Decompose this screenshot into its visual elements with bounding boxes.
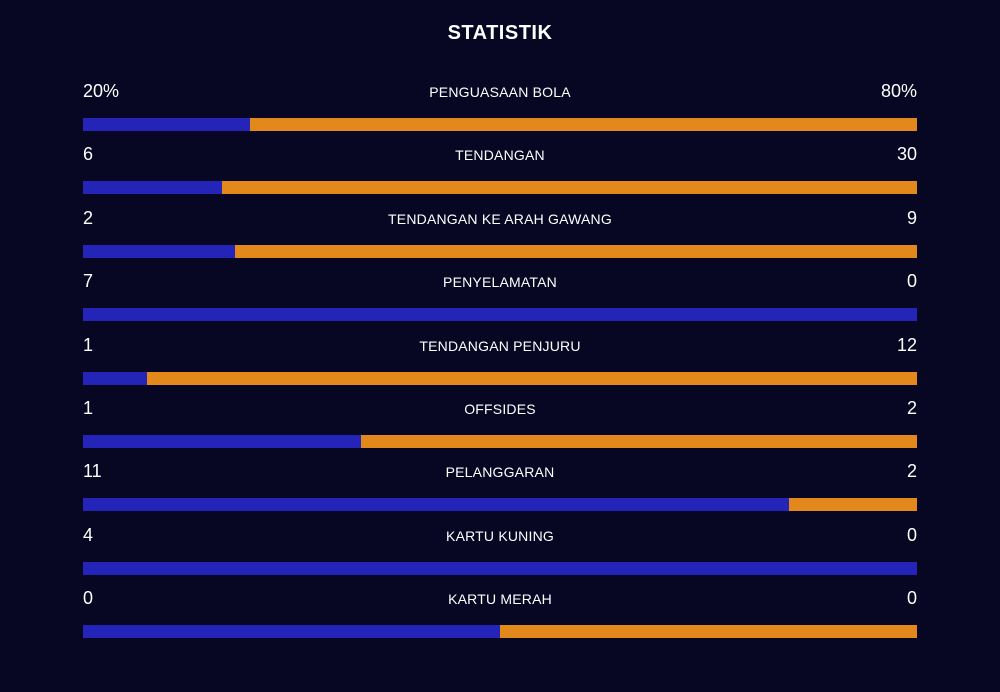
away-value: 80% — [880, 81, 917, 101]
stat-label: TENDANGAN PENJURU — [419, 337, 581, 354]
stat-header: 0 KARTU MERAH 0 — [83, 585, 917, 617]
home-bar-fill — [83, 308, 917, 322]
stat-row-red-cards: 0 KARTU MERAH 0 — [83, 585, 917, 648]
home-value: 2 — [83, 207, 94, 228]
stat-row-shots: 6 TENDANGAN 30 — [83, 141, 917, 204]
stat-row-ball-possession: 20% PENGUASAAN BOLA 80% — [83, 78, 917, 141]
away-bar-fill — [360, 434, 917, 448]
stat-row-saves: 7 PENYELAMATAN 0 — [83, 268, 917, 331]
away-value: 9 — [906, 207, 917, 228]
stat-header: 2 TENDANGAN KE ARAH GAWANG 9 — [83, 205, 917, 237]
away-value: 2 — [906, 461, 917, 482]
home-value: 4 — [83, 524, 94, 545]
stat-header: 7 PENYELAMATAN 0 — [83, 268, 917, 300]
home-value: 0 — [83, 588, 94, 609]
comparison-bar — [83, 308, 917, 322]
away-value: 2 — [906, 397, 917, 418]
stat-header: 20% PENGUASAAN BOLA 80% — [83, 78, 917, 110]
stat-header: 1 TENDANGAN PENJURU 12 — [83, 332, 917, 364]
stat-label: OFFSIDES — [464, 400, 536, 417]
stat-label: PENYELAMATAN — [443, 274, 557, 291]
home-value: 6 — [83, 144, 94, 165]
stat-label: KARTU KUNING — [446, 527, 554, 544]
away-value: 0 — [906, 588, 917, 609]
away-bar-fill — [788, 498, 917, 512]
home-value: 1 — [83, 334, 94, 355]
away-value: 0 — [906, 524, 917, 545]
away-bar-fill — [234, 244, 917, 258]
away-value: 30 — [896, 144, 917, 165]
stat-row-fouls: 11 PELANGGARAN 2 — [83, 458, 917, 521]
away-value: 0 — [906, 271, 917, 292]
stat-row-yellow-cards: 4 KARTU KUNING 0 — [83, 522, 917, 585]
stats-title: STATISTIK — [447, 22, 553, 44]
comparison-bar — [83, 434, 917, 448]
stat-header: 4 KARTU KUNING 0 — [83, 522, 917, 554]
stat-row-offsides: 1 OFFSIDES 2 — [83, 395, 917, 458]
away-bar-fill — [222, 181, 917, 195]
home-bar-fill — [83, 561, 917, 575]
stat-label: PELANGGARAN — [445, 464, 555, 481]
comparison-bar — [83, 625, 917, 639]
away-bar-fill — [249, 118, 917, 131]
stat-label: TENDANGAN — [455, 147, 545, 164]
stat-label: PENGUASAAN BOLA — [429, 84, 571, 100]
home-value: 7 — [83, 271, 94, 292]
comparison-bar — [83, 118, 917, 131]
comparison-bar — [83, 244, 917, 258]
home-bar-fill — [83, 498, 789, 512]
stat-header: 11 PELANGGARAN 2 — [83, 458, 917, 490]
stats-list: 20% PENGUASAAN BOLA 80% 6 TENDANGAN 30 2… — [83, 78, 917, 649]
comparison-bar — [83, 561, 917, 575]
stat-label: TENDANGAN KE ARAH GAWANG — [388, 210, 612, 227]
away-value: 12 — [896, 334, 917, 355]
home-value: 20% — [83, 81, 120, 101]
comparison-bar — [83, 498, 917, 512]
away-bar-fill — [500, 625, 917, 639]
home-bar-fill — [83, 625, 500, 639]
stat-header: 6 TENDANGAN 30 — [83, 141, 917, 173]
stat-label: KARTU MERAH — [448, 591, 552, 608]
home-bar-fill — [83, 244, 235, 258]
stat-header: 1 OFFSIDES 2 — [83, 395, 917, 427]
home-bar-fill — [83, 181, 223, 195]
comparison-bar — [83, 181, 917, 195]
home-value: 1 — [83, 397, 94, 418]
stat-row-corners: 1 TENDANGAN PENJURU 12 — [83, 332, 917, 395]
stat-row-shots-on-target: 2 TENDANGAN KE ARAH GAWANG 9 — [83, 205, 917, 268]
home-bar-fill — [83, 371, 148, 385]
away-bar-fill — [147, 371, 917, 385]
home-bar-fill — [83, 118, 250, 131]
home-value: 11 — [83, 461, 102, 482]
comparison-bar — [83, 371, 917, 385]
home-bar-fill — [83, 434, 361, 448]
